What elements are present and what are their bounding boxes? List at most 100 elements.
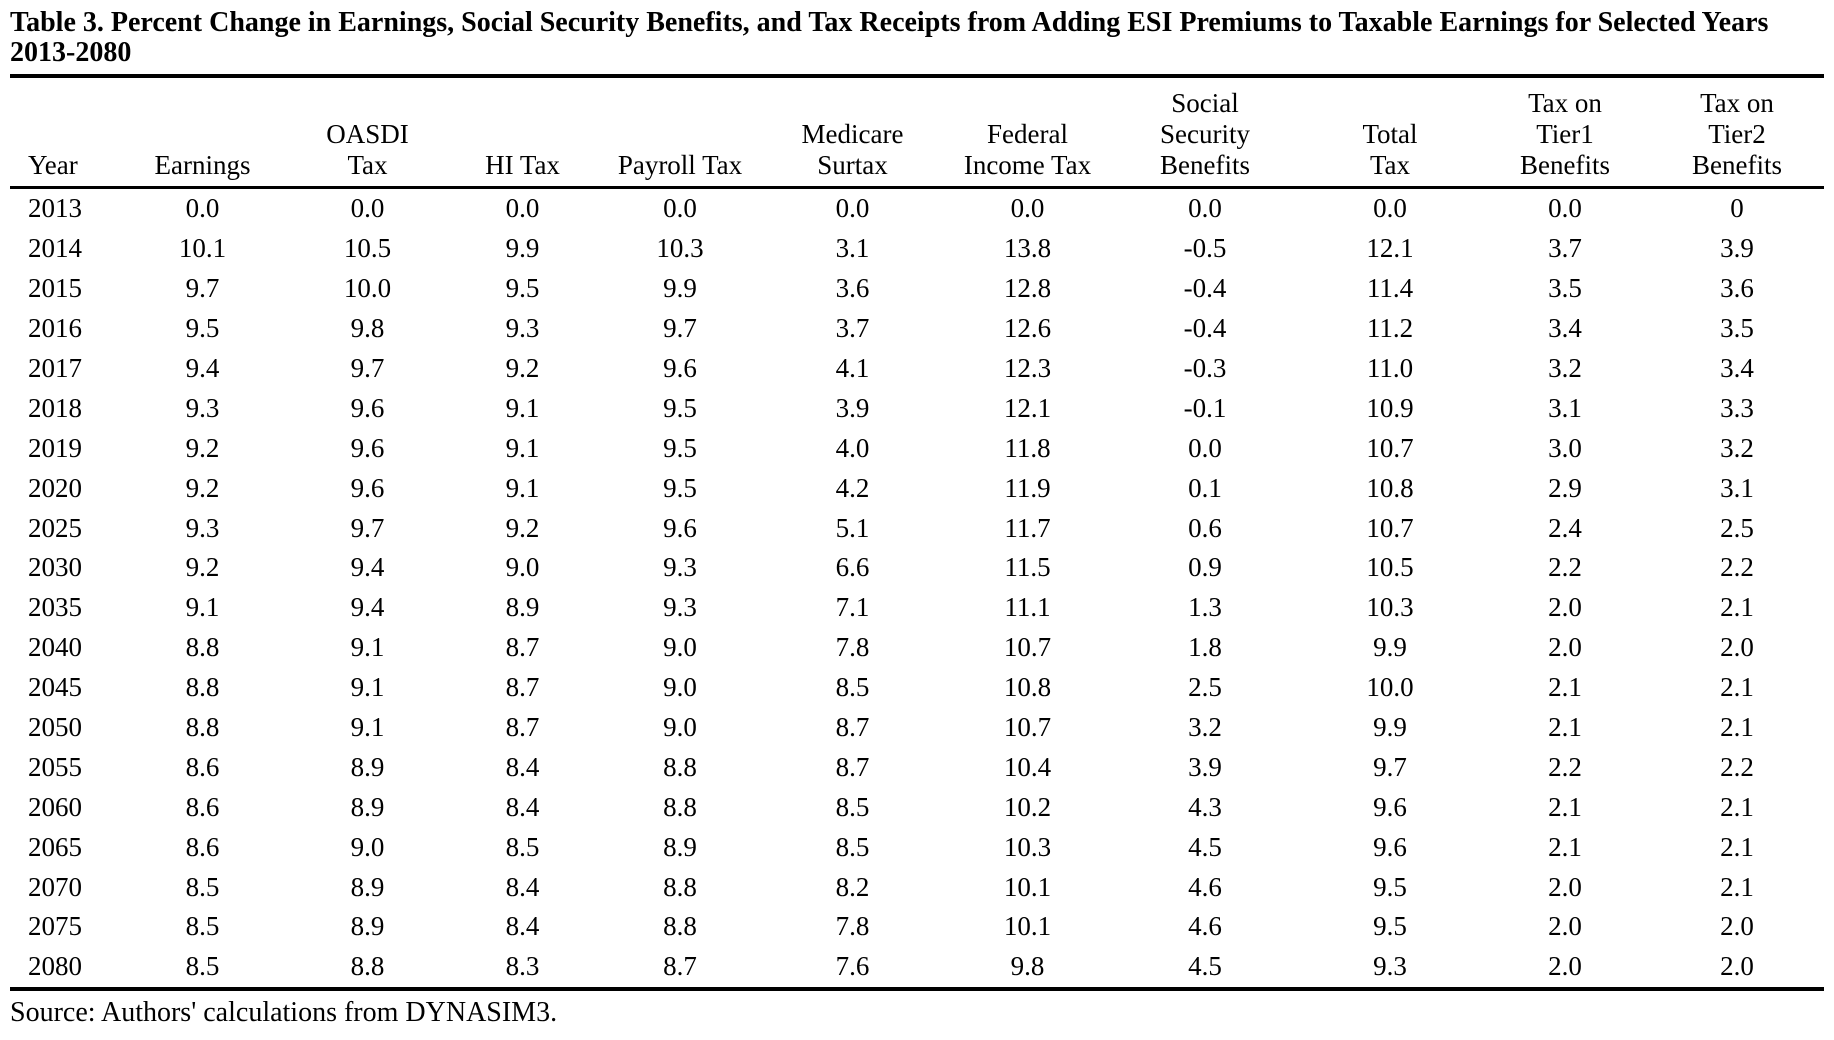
value-cell: 2.0 (1720, 911, 1754, 942)
value-cell: 6.6 (835, 552, 870, 583)
value-cell: 2.1 (1720, 672, 1754, 703)
value-cell: 11.8 (1004, 432, 1051, 463)
value-cell: 9.3 (663, 552, 697, 583)
table-row: 2019 9.2 9.6 9.1 9.5 4.0 11.8 0.0 10.7 3.0 3.2 (10, 428, 1824, 468)
col-header-tax-tier1-benefits: Tax on Tier1 Benefits (1480, 78, 1650, 189)
value-cell: 8.6 (185, 831, 220, 862)
value-cell: 8.5 (835, 791, 870, 822)
table-row: 2025 9.3 9.7 9.2 9.6 5.1 11.7 0.6 10.7 2.4 2.5 (10, 508, 1824, 548)
value-cell: 12.1 (1366, 233, 1414, 264)
value-cell: 2.0 (1548, 632, 1582, 663)
value-cell: 0.9 (1188, 552, 1222, 583)
value-cell: 0.0 (505, 193, 540, 224)
value-cell: 3.2 (1548, 353, 1582, 383)
value-cell: 9.2 (505, 353, 540, 383)
value-cell: 2.0 (1720, 632, 1754, 663)
value-cell: 3.7 (835, 313, 870, 344)
value-cell: -0.5 (1183, 233, 1227, 264)
value-cell: 4.6 (1188, 871, 1222, 902)
table-number-label: Table 3. (10, 7, 104, 38)
value-cell: 10.7 (1366, 512, 1414, 543)
value-cell: 8.7 (505, 712, 540, 743)
value-cell: 10.7 (1003, 712, 1052, 743)
value-cell: 3.1 (1720, 472, 1754, 503)
value-cell: 7.8 (835, 632, 870, 663)
value-cell: 2.9 (1548, 472, 1582, 503)
value-cell: 10.3 (1003, 831, 1052, 862)
value-cell: 9.0 (350, 831, 385, 862)
value-cell: 2.0 (1548, 951, 1582, 982)
value-cell: 8.8 (185, 672, 220, 703)
value-cell: 2.0 (1548, 871, 1582, 902)
value-cell: 7.8 (835, 911, 870, 942)
value-cell: 0.0 (350, 193, 385, 224)
table-row: 2020 9.2 9.6 9.1 9.5 4.2 11.9 0.1 10.8 2.9 3.1 (10, 468, 1824, 508)
value-cell: 9.8 (1010, 951, 1045, 982)
value-cell: 3.3 (1720, 392, 1754, 423)
year-cell: 2060 (28, 791, 82, 822)
value-cell: 9.1 (505, 392, 540, 423)
value-cell: 7.1 (835, 592, 870, 623)
value-cell: 9.7 (1373, 751, 1407, 782)
value-cell: 8.3 (505, 951, 540, 982)
value-cell: 4.1 (835, 353, 870, 383)
year-cell: 2015 (28, 273, 82, 304)
value-cell: 8.9 (350, 871, 385, 902)
col-header-payroll-tax: Payroll Tax (600, 78, 760, 189)
value-cell: 9.6 (350, 472, 385, 503)
data-table: Year Earnings OASDI Tax HI Tax Payroll T… (10, 78, 1824, 991)
value-cell: 9.5 (1373, 911, 1407, 942)
value-cell: 9.6 (350, 392, 385, 423)
source-note: Source: Authors' calculations from DYNAS… (10, 996, 558, 1028)
value-cell: 11.0 (1366, 353, 1414, 383)
value-cell: 8.5 (505, 831, 540, 862)
value-cell: 10.2 (1003, 791, 1052, 822)
value-cell: 0.0 (1188, 432, 1222, 463)
year-cell: 2035 (28, 592, 82, 623)
value-cell: 8.5 (185, 951, 220, 982)
value-cell: 9.6 (663, 353, 697, 383)
value-cell: 11.2 (1366, 313, 1414, 344)
value-cell: 11.5 (1004, 552, 1051, 583)
table-row: 2065 8.6 9.0 8.5 8.9 8.5 10.3 4.5 9.6 2.1 2.1 (10, 827, 1824, 867)
value-cell: 9.7 (350, 512, 385, 543)
value-cell: 8.9 (505, 592, 540, 623)
value-cell: 2.1 (1720, 871, 1754, 902)
value-cell: 9.1 (350, 672, 385, 703)
value-cell: 8.7 (835, 712, 870, 743)
value-cell: 4.6 (1188, 911, 1222, 942)
table-title: Table 3. Percent Change in Earnings, Soc… (10, 0, 1824, 78)
value-cell: 9.3 (185, 392, 220, 423)
value-cell: 5.1 (835, 512, 870, 543)
value-cell: 9.0 (663, 712, 697, 743)
value-cell: 8.8 (663, 791, 697, 822)
value-cell: 10.1 (178, 233, 227, 264)
value-cell: 2.1 (1548, 831, 1582, 862)
table-row: 2030 9.2 9.4 9.0 9.3 6.6 11.5 0.9 10.5 2.2 2.2 (10, 548, 1824, 588)
value-cell: 3.2 (1720, 432, 1754, 463)
table-row: 2070 8.5 8.9 8.4 8.8 8.2 10.1 4.6 9.5 2.0 2.1 (10, 867, 1824, 907)
value-cell: 9.1 (350, 632, 385, 663)
value-cell: 9.4 (185, 353, 220, 383)
value-cell: -0.4 (1183, 273, 1227, 304)
value-cell: 12.3 (1003, 353, 1052, 383)
value-cell: 9.7 (350, 353, 385, 383)
year-cell: 2050 (28, 712, 82, 743)
value-cell: -0.4 (1183, 313, 1227, 344)
col-header-earnings: Earnings (115, 78, 290, 189)
value-cell: 9.5 (505, 273, 540, 304)
year-cell: 2020 (28, 472, 82, 503)
col-header-tax-tier2-benefits: Tax on Tier2 Benefits (1650, 78, 1824, 189)
value-cell: 9.0 (663, 632, 697, 663)
value-cell: 0.0 (185, 193, 220, 224)
year-cell: 2055 (28, 751, 82, 782)
value-cell: 11.1 (1004, 592, 1051, 623)
value-cell: 4.3 (1188, 791, 1222, 822)
value-cell: 8.5 (185, 871, 220, 902)
table-row: 2016 9.5 9.8 9.3 9.7 3.7 12.6 -0.4 11.2 3.4 3.5 (10, 309, 1824, 349)
table-row: 2055 8.6 8.9 8.4 8.8 8.7 10.4 3.9 9.7 2.2 2.2 (10, 747, 1824, 787)
value-cell: 8.9 (663, 831, 697, 862)
value-cell: 2.5 (1188, 672, 1222, 703)
table-row: 2014 10.1 10.5 9.9 10.3 3.1 13.8 -0.5 12.1 3.7 3.9 (10, 229, 1824, 269)
